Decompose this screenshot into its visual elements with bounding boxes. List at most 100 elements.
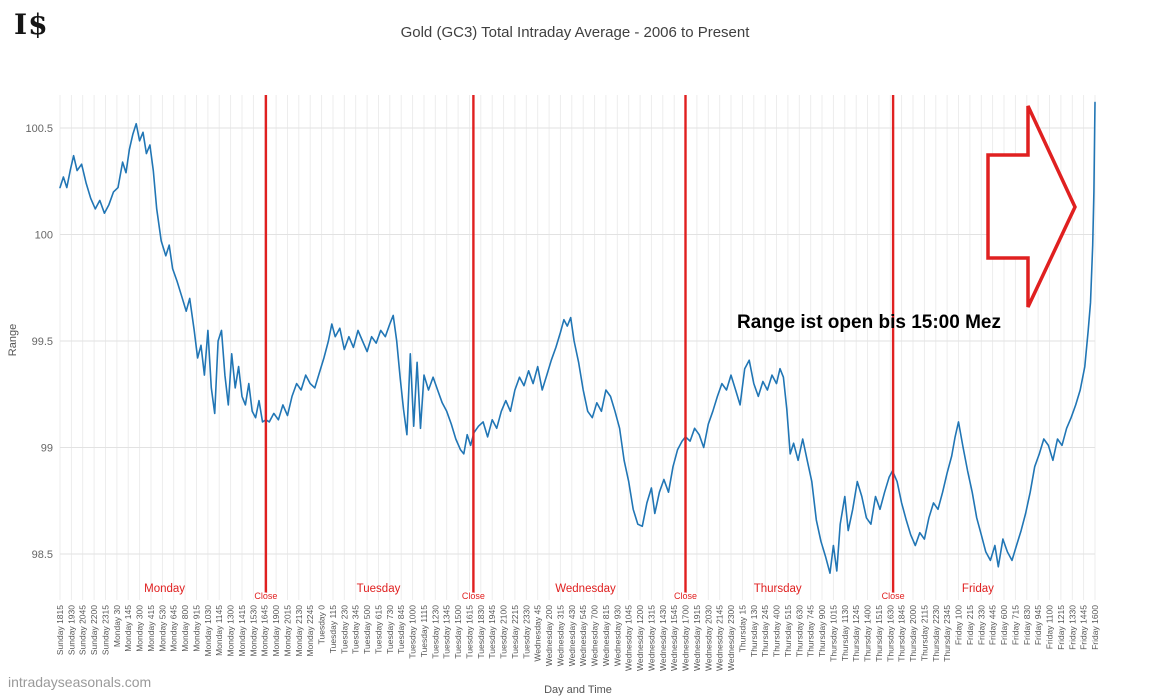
close-line-label: Close [254, 591, 277, 601]
x-tick-label: Thursday 2230 [931, 605, 941, 662]
x-tick-label: Monday 800 [180, 605, 190, 652]
x-tick-label: Friday 1600 [1090, 605, 1100, 650]
x-tick-label: Monday 530 [157, 605, 167, 652]
x-tick-label: Thursday 1515 [874, 605, 884, 662]
y-tick-label: 100.5 [25, 123, 53, 135]
x-tick-label: Thursday 1845 [897, 605, 907, 662]
x-tick-label: Thursday 2345 [942, 605, 952, 662]
x-tick-label: Friday 1330 [1067, 605, 1077, 650]
red-arrow-annotation [986, 105, 1077, 308]
x-tick-label: Wednesday 930 [612, 605, 622, 667]
y-tick-label: 99.5 [32, 336, 53, 348]
x-tick-label: Thursday 1400 [863, 605, 873, 662]
x-tick-label: Friday 1215 [1056, 605, 1066, 650]
x-tick-label: Tuesday 1000 [408, 605, 418, 659]
x-tick-label: Tuesday 1230 [430, 605, 440, 659]
x-tick-label: Wednesday 2300 [726, 605, 736, 671]
range-open-annotation: Range ist open bis 15:00 Mez [737, 312, 1001, 333]
x-tick-label: Sunday 1930 [66, 605, 76, 655]
x-tick-label: Wednesday 815 [601, 605, 611, 667]
y-tick-label: 100 [35, 230, 53, 242]
price-line [59, 101, 1096, 575]
x-tick-label: Thursday 400 [772, 605, 782, 657]
x-tick-label: Friday 100 [954, 605, 964, 645]
x-tick-label: Tuesday 1115 [419, 605, 429, 658]
x-tick-label: Monday 1415 [237, 605, 247, 657]
x-tick-label: Monday 300 [135, 605, 145, 652]
x-tick-label: Monday 645 [169, 605, 179, 652]
x-tick-label: Monday 2130 [294, 605, 304, 657]
x-tick-label: Wednesday 430 [567, 605, 577, 667]
x-tick-label: Monday 415 [146, 605, 156, 652]
x-tick-label: Monday 145 [123, 605, 133, 652]
watermark-link[interactable]: intradayseasonals.com [8, 674, 152, 690]
x-tick-label: Sunday 2045 [78, 605, 88, 655]
x-tick-label: Wednesday 1700 [681, 605, 691, 671]
close-line-label: Close [674, 591, 697, 601]
x-tick-label: Wednesday 45 [533, 605, 543, 662]
x-tick-label: Tuesday 1345 [442, 605, 452, 659]
y-tick-label: 98.5 [32, 549, 53, 561]
day-label: Monday [144, 583, 185, 595]
x-tick-label: Tuesday 500 [362, 605, 372, 654]
x-tick-label: Thursday 515 [783, 605, 793, 657]
x-tick-label: Tuesday 1830 [476, 605, 486, 659]
x-tick-label: Thursday 1630 [885, 605, 895, 662]
x-tick-label: Friday 945 [1033, 605, 1043, 645]
x-tick-label: Tuesday 345 [351, 605, 361, 654]
x-tick-label: Friday 715 [1010, 605, 1020, 645]
x-tick-label: Wednesday 315 [555, 605, 565, 667]
y-tick-label: 99 [41, 443, 53, 455]
day-label: Tuesday [357, 583, 401, 595]
x-tick-label: Thursday 245 [760, 605, 770, 657]
x-tick-label: Thursday 15 [737, 605, 747, 653]
x-tick-label: Monday 2245 [305, 605, 315, 657]
site-logo: I$ [14, 8, 49, 41]
x-tick-label: Thursday 2000 [908, 605, 918, 662]
x-tick-label: Tuesday 1500 [453, 605, 463, 659]
x-tick-label: Tuesday 2330 [521, 605, 531, 659]
x-tick-label: Thursday 2115 [919, 605, 929, 661]
close-line-label: Close [462, 591, 485, 601]
x-tick-label: Sunday 2315 [101, 605, 111, 655]
x-tick-label: Friday 600 [999, 605, 1009, 645]
x-tick-label: Wednesday 1045 [624, 605, 634, 671]
day-label: Thursday [754, 583, 802, 595]
x-tick-label: Tuesday 730 [385, 605, 395, 654]
x-tick-label: Friday 215 [965, 605, 975, 645]
x-axis-title: Day and Time [544, 684, 612, 696]
y-axis-title: Range [7, 324, 19, 356]
x-tick-label: Wednesday 1200 [635, 605, 645, 671]
x-tick-label: Wednesday 200 [544, 605, 554, 667]
x-tick-label: Sunday 1815 [55, 605, 65, 655]
x-tick-label: Monday 2015 [283, 605, 293, 657]
x-tick-label: Wednesday 2145 [715, 605, 725, 671]
x-tick-label: Monday 915 [192, 605, 202, 652]
chart-title: Gold (GC3) Total Intraday Average - 2006… [400, 24, 750, 41]
day-label: Friday [962, 583, 994, 595]
x-tick-label: Thursday 630 [794, 605, 804, 657]
x-tick-label: Monday 1145 [214, 605, 224, 656]
y-axis-tick-labels: 98.5 99 99.5 100 100.5 [25, 123, 53, 561]
x-tick-label: Monday 1530 [248, 605, 258, 657]
x-tick-label: Monday 30 [112, 605, 122, 647]
day-labels: Monday Tuesday Wednesday Thursday Friday [144, 583, 994, 595]
x-tick-label: Tuesday 0 [317, 605, 327, 645]
x-tick-label: Friday 445 [988, 605, 998, 645]
x-tick-label: Wednesday 1315 [646, 605, 656, 671]
x-tick-label: Tuesday 1945 [487, 605, 497, 659]
x-tick-label: Friday 830 [1022, 605, 1032, 645]
x-axis-tick-labels: Sunday 1815 Sunday 1930 Sunday 2045 Sunday … [55, 605, 1100, 671]
x-tick-label: Friday 1100 [1045, 605, 1055, 650]
x-tick-label: Wednesday 700 [590, 605, 600, 667]
gridlines [59, 95, 1096, 600]
x-tick-label: Thursday 745 [806, 605, 816, 657]
x-tick-label: Thursday 1130 [840, 605, 850, 661]
x-tick-label: Tuesday 2100 [499, 605, 509, 659]
x-tick-label: Tuesday 845 [396, 605, 406, 654]
x-tick-label: Wednesday 545 [578, 605, 588, 667]
x-tick-label: Thursday 1245 [851, 605, 861, 662]
x-tick-label: Sunday 2200 [89, 605, 99, 655]
x-tick-label: Wednesday 1915 [692, 605, 702, 671]
